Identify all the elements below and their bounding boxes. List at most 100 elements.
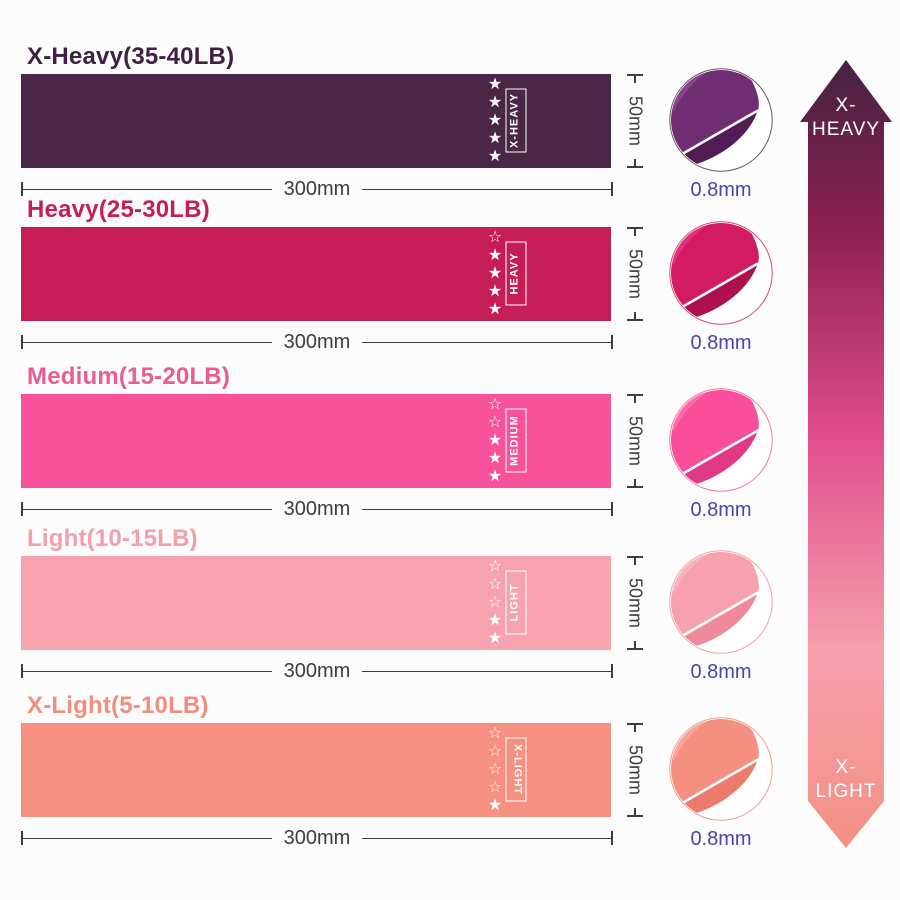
star-rating: ★ ★ ★ ★ ★ (485, 75, 505, 167)
height-value: 50mm (625, 248, 646, 300)
star-rating: ☆ ★ ★ ★ ★ (485, 228, 505, 320)
band-swatch: ☆ ★ ★ ★ ★ HEAVY (21, 227, 611, 321)
rolled-band-photo (669, 550, 773, 654)
height-value: 50mm (625, 744, 646, 796)
star-outline-icon: ☆ (487, 779, 503, 796)
measure-tick-right (611, 335, 614, 349)
measure-line (362, 341, 612, 343)
arrow-label-line: LIGHT (815, 781, 877, 802)
rolled-band-photo (669, 717, 773, 821)
star-filled-icon: ★ (487, 247, 503, 264)
thickness-value: 0.8mm (690, 332, 752, 354)
band-tag-label: MEDIUM (505, 408, 527, 473)
measure-tick-bottom (627, 312, 643, 321)
star-rating: ☆ ☆ ★ ★ ★ (485, 395, 505, 487)
band-section-medium: Medium(15-20LB) ☆ ☆ ★ ★ ★ MEDIUM 300mm 50mm (0, 363, 900, 526)
band-title: Medium(15-20LB) (27, 363, 231, 390)
width-value: 300mm (283, 497, 351, 520)
measure-tick-bottom (627, 159, 643, 168)
star-outline-icon: ☆ (487, 725, 503, 742)
star-filled-icon: ★ (487, 112, 503, 129)
measure-line (362, 508, 612, 510)
arrow-label-line: X- (835, 95, 857, 116)
measure-line (23, 670, 272, 672)
band-section-x-heavy: X-Heavy(35-40LB) ★ ★ ★ ★ ★ X-HEAVY 300mm 50m… (0, 43, 900, 206)
width-measure: 300mm (21, 659, 614, 682)
width-value: 300mm (283, 826, 351, 849)
band-section-light: Light(10-15LB) ☆ ☆ ☆ ★ ★ LIGHT 300mm 50mm (0, 525, 900, 688)
thickness-value: 0.8mm (690, 661, 752, 683)
rolled-band-photo (669, 221, 773, 325)
star-filled-icon: ★ (487, 468, 503, 485)
band-section-x-light: X-Light(5-10LB) ☆ ☆ ☆ ☆ ★ X-LIGHT 300mm 50mm (0, 692, 900, 855)
star-filled-icon: ★ (487, 630, 503, 647)
star-filled-icon: ★ (487, 130, 503, 147)
band-tag-label: LIGHT (505, 570, 527, 635)
star-filled-icon: ★ (487, 265, 503, 282)
band-swatch: ★ ★ ★ ★ ★ X-HEAVY (21, 74, 611, 168)
star-filled-icon: ★ (487, 797, 503, 814)
measure-tick-bottom (627, 641, 643, 650)
arrow-label-line: HEAVY (811, 119, 880, 140)
measure-line (23, 508, 272, 510)
arrow-label-x-light: X- LIGHT (796, 756, 896, 804)
band-swatch: ☆ ☆ ★ ★ ★ MEDIUM (21, 394, 611, 488)
measure-line (362, 837, 612, 839)
star-filled-icon: ★ (487, 612, 503, 629)
measure-tick-top (627, 227, 643, 236)
arrow-label-line: X- (835, 757, 857, 778)
star-filled-icon: ★ (487, 148, 503, 165)
star-filled-icon: ★ (487, 301, 503, 318)
height-value: 50mm (625, 577, 646, 629)
measure-line (23, 837, 272, 839)
star-outline-icon: ☆ (487, 743, 503, 760)
width-measure: 300mm (21, 826, 614, 849)
width-value: 300mm (283, 659, 351, 682)
measure-tick-top (627, 74, 643, 83)
width-measure: 300mm (21, 497, 614, 520)
arrow-label-x-heavy: X- HEAVY (796, 94, 896, 142)
width-value: 300mm (283, 177, 351, 200)
band-swatch: ☆ ☆ ☆ ☆ ★ X-LIGHT (21, 723, 611, 817)
star-filled-icon: ★ (487, 432, 503, 449)
band-title: Light(10-15LB) (27, 525, 198, 552)
measure-tick-top (627, 394, 643, 403)
band-title: Heavy(25-30LB) (27, 196, 210, 223)
measure-tick-left (21, 502, 23, 516)
star-filled-icon: ★ (487, 450, 503, 467)
measure-line (362, 670, 612, 672)
width-measure: 300mm (21, 177, 614, 200)
height-value: 50mm (625, 415, 646, 467)
star-rating: ☆ ☆ ☆ ☆ ★ (485, 724, 505, 816)
rolled-band-photo (669, 68, 773, 172)
star-outline-icon: ☆ (487, 396, 503, 413)
measure-tick-right (611, 502, 614, 516)
measure-tick-bottom (627, 479, 643, 488)
star-outline-icon: ☆ (487, 594, 503, 611)
thickness-value: 0.8mm (690, 499, 752, 521)
height-value: 50mm (625, 95, 646, 147)
measure-tick-right (611, 831, 614, 845)
band-tag-label: HEAVY (505, 241, 527, 306)
band-swatch: ☆ ☆ ☆ ★ ★ LIGHT (21, 556, 611, 650)
strength-gradient-arrow (800, 60, 892, 848)
measure-tick-bottom (627, 808, 643, 817)
measure-line (23, 341, 272, 343)
measure-tick-right (611, 664, 614, 678)
height-measure: 50mm (618, 227, 652, 321)
width-measure: 300mm (21, 330, 614, 353)
rolled-band-photo (669, 388, 773, 492)
thickness-value: 0.8mm (690, 828, 752, 850)
measure-tick-left (21, 335, 23, 349)
band-title: X-Light(5-10LB) (27, 692, 209, 719)
thickness-value: 0.8mm (690, 179, 752, 201)
measure-line (362, 188, 612, 190)
star-outline-icon: ☆ (487, 414, 503, 431)
star-outline-icon: ☆ (487, 576, 503, 593)
width-value: 300mm (283, 330, 351, 353)
height-measure: 50mm (618, 723, 652, 817)
star-outline-icon: ☆ (487, 761, 503, 778)
star-filled-icon: ★ (487, 94, 503, 111)
band-tag-label: X-LIGHT (505, 737, 527, 802)
